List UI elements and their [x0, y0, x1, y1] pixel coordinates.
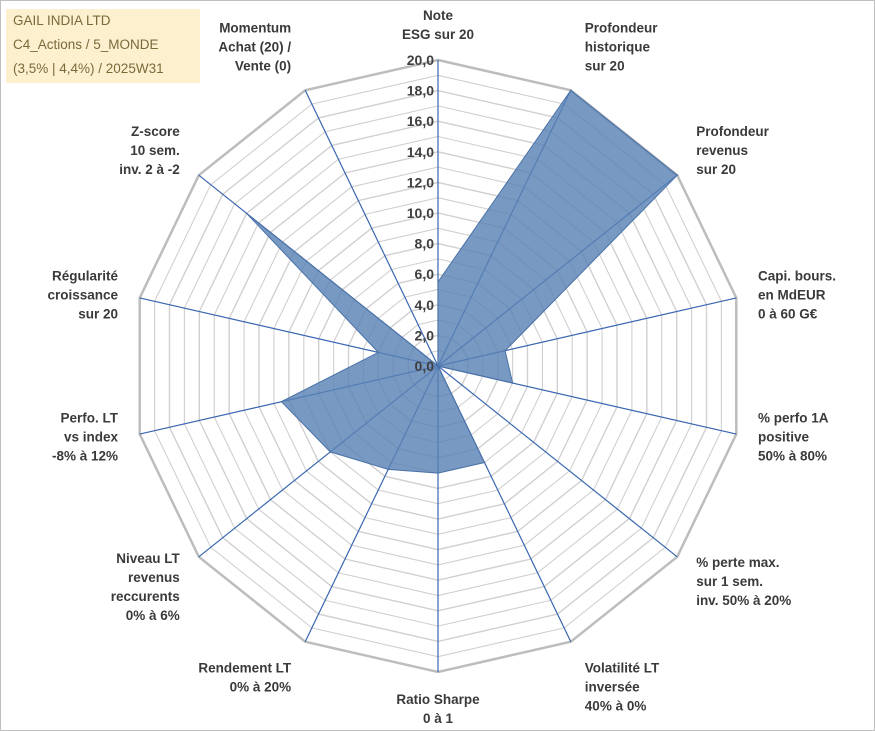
- series-point: [676, 174, 678, 176]
- tick-label: 6,0: [415, 266, 435, 282]
- tick-label: 12,0: [407, 174, 434, 190]
- axis-label: Ratio Sharpe 0 à 1: [396, 692, 480, 726]
- tick-label: 10,0: [407, 205, 434, 221]
- axis-label: Capi. bours. en MdEUR 0 à 60 G€: [758, 268, 836, 321]
- axis-label: Volatilité LT inversée 40% à 0%: [585, 660, 660, 713]
- series-point: [280, 400, 283, 403]
- axis-label: Niveau LT revenus reccurents 0% à 6%: [111, 551, 181, 623]
- series-point: [511, 382, 514, 384]
- series-point: [437, 365, 439, 367]
- tick-label: 16,0: [407, 113, 434, 129]
- title-line-1: GAIL INDIA LTD: [13, 13, 111, 28]
- axis-label: Régularité croissance sur 20: [47, 268, 118, 321]
- axis-label: Profondeur revenus sur 20: [696, 124, 769, 177]
- tick-label: 8,0: [415, 236, 435, 252]
- axis-spoke: [304, 90, 439, 367]
- axis-label: Perfo. LT vs index -8% à 12%: [52, 411, 119, 464]
- tick-label: 20,0: [407, 52, 434, 68]
- title-line-3: (3,5% | 4,4%) / 2025W31: [13, 61, 164, 76]
- series-point: [329, 451, 332, 453]
- axis-label: Note ESG sur 20: [402, 8, 474, 42]
- tick-label: 2,0: [415, 327, 435, 343]
- radar-tick-labels: 0,0 2,0 4,0 6,0 8,0 10,0 12,0 14,0 16,0 18,0 20,0: [407, 52, 434, 374]
- series-point: [570, 89, 572, 92]
- axis-label: Profondeur historique sur 20: [585, 21, 658, 74]
- tick-label: 4,0: [415, 297, 435, 313]
- series-point: [387, 468, 390, 471]
- series-point: [437, 281, 439, 283]
- tick-label: 14,0: [407, 144, 434, 160]
- tick-label: 18,0: [407, 83, 434, 99]
- tick-label: 0,0: [415, 358, 435, 374]
- axis-label: Momentum Achat (20) / Vente (0): [218, 21, 291, 74]
- axis-label: Z-score 10 sem. inv. 2 à -2: [119, 124, 180, 177]
- series-point: [245, 212, 248, 215]
- radar-axis-labels: Note ESG sur 20 Profondeur historique sur 20…: [47, 8, 836, 726]
- axis-spoke: [437, 365, 678, 558]
- title-line-2: C4_Actions / 5_MONDE: [13, 37, 159, 52]
- chart-title-box: GAIL INDIA LTD C4_Actions / 5_MONDE (3,5…: [6, 9, 200, 83]
- series-point: [483, 461, 486, 464]
- axis-label: Rendement LT 0% à 20%: [198, 660, 292, 694]
- series-point: [504, 349, 506, 352]
- radar-series: [245, 89, 678, 474]
- series-point: [437, 472, 439, 474]
- axis-label: % perfo 1A positive 50% à 80%: [758, 411, 829, 464]
- series-point: [377, 351, 380, 354]
- axis-label: % perte max. sur 1 sem. inv. 50% à 20%: [696, 555, 791, 608]
